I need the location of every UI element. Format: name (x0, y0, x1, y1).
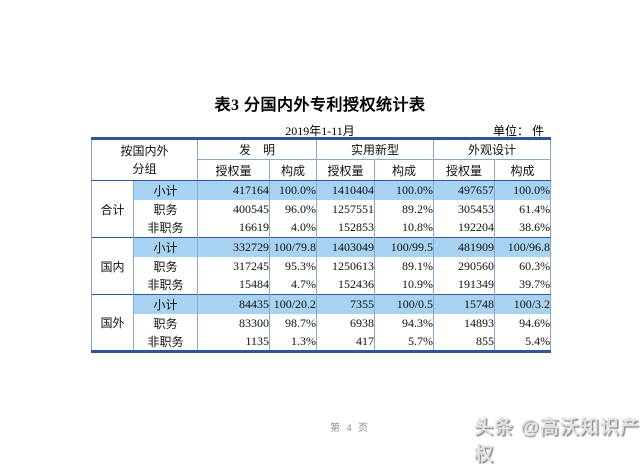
value-cell: 15748 (433, 294, 495, 314)
table-row-subtotal: 合计 小计 417164 100.0% 1410404 100.0% 497657 100.0… (91, 180, 551, 238)
value-cell: 191349 (433, 275, 495, 295)
subheader-invention-granted: 授权量 (197, 159, 270, 181)
value-cell: 1410404 (316, 180, 375, 200)
value-cell: 855 (433, 332, 495, 352)
table-row: 职务 317245 95.3% 1250613 89.1% 290560 60.3% (92, 256, 551, 276)
value-cell: 305453 (433, 199, 495, 219)
column-group-invention: 发 明 (197, 138, 317, 160)
table-row-subtotal: 国内 小计 332729 100/79.8 1403049 100/99.5 481909 1… (91, 237, 551, 295)
value-cell: 96.0% (269, 199, 317, 219)
value-cell: 10.9% (374, 275, 434, 295)
value-cell: 10.8% (374, 218, 434, 238)
value-cell: 89.2% (374, 199, 434, 219)
subheader-utility-share: 构成 (374, 159, 434, 181)
corner-header-line1: 按国内外 (120, 144, 169, 158)
value-cell: 100/96.8 (494, 237, 551, 257)
value-cell: 317245 (197, 256, 270, 276)
value-cell: 6938 (316, 313, 375, 333)
value-cell: 1257551 (316, 199, 375, 219)
subheader-design-share: 构成 (494, 159, 551, 181)
table-row: 非职务 1135 1.3% 417 5.7% 855 5.4% (92, 332, 551, 352)
value-cell: 94.6% (494, 313, 551, 333)
value-cell: 61.4% (494, 199, 551, 219)
value-cell: 100/3.2 (494, 294, 551, 314)
table-row: 非职务 16619 4.0% 152853 10.8% 192204 38.6% (92, 218, 551, 238)
value-cell: 100/20.2 (269, 294, 317, 314)
value-cell: 38.6% (494, 218, 551, 238)
value-cell: 481909 (433, 237, 495, 257)
page-number: 第 4 页 (330, 423, 370, 434)
value-cell: 100/99.5 (374, 237, 434, 257)
value-cell: 1250613 (316, 256, 375, 276)
value-cell: 15484 (197, 275, 270, 295)
corner-header-cell: 按国内外 分组 (90, 138, 198, 181)
value-cell: 100/0.5 (374, 294, 434, 314)
group-label-cell: 合计 (91, 180, 134, 238)
row-label-cell: 非职务 (132, 275, 198, 295)
row-label-cell: 职务 (132, 256, 198, 276)
value-cell: 84435 (197, 294, 270, 314)
group-label-cell: 国内 (91, 237, 134, 295)
value-cell: 152853 (316, 218, 375, 238)
table-row: 职务 400545 96.0% 1257551 89.2% 305453 61.4% (92, 199, 551, 219)
value-cell: 95.3% (269, 256, 317, 276)
period-label: 2019年1-11月 (285, 124, 355, 138)
value-cell: 152436 (316, 275, 375, 295)
table-header: 按国内外 分组 发 明 实用新型 外观设计 授权量 构成 授权量 构成 授权量 … (90, 138, 551, 181)
subheader-invention-share: 构成 (269, 159, 317, 181)
value-cell: 497657 (433, 180, 495, 200)
value-cell: 94.3% (374, 313, 434, 333)
value-cell: 332729 (197, 237, 270, 257)
value-cell: 400545 (197, 199, 270, 219)
value-cell: 98.7% (269, 313, 317, 333)
row-label-cell: 非职务 (132, 218, 198, 238)
unit-label: 单位： 件 (492, 124, 544, 138)
value-cell: 290560 (433, 256, 495, 276)
watermark-toutiao: 头条 @高沃知识产权 (474, 417, 640, 465)
row-label-cell: 职务 (132, 199, 198, 219)
value-cell: 100.0% (494, 180, 551, 200)
corner-header-line2: 分组 (132, 162, 157, 176)
table-row: 职务 83300 98.7% 6938 94.3% 14893 94.6% (92, 313, 551, 333)
row-label-cell: 职务 (132, 313, 198, 333)
column-group-utility-model: 实用新型 (316, 138, 434, 160)
patent-statistics-table: 按国内外 分组 发 明 实用新型 外观设计 授权量 构成 授权量 构成 授权量 … (90, 137, 552, 353)
value-cell: 1.3% (269, 332, 317, 352)
value-cell: 39.7% (494, 275, 551, 295)
value-cell: 100.0% (374, 180, 434, 200)
value-cell: 16619 (197, 218, 270, 238)
table-section: 合计 小计 417164 100.0% 1410404 100.0% 497657 100.0… (91, 180, 551, 238)
row-label-cell: 非职务 (132, 332, 198, 352)
subheader-design-granted: 授权量 (433, 159, 495, 181)
value-cell: 100/79.8 (269, 237, 317, 257)
value-cell: 100.0% (269, 180, 317, 200)
page-title: 表3 分国内外专利授权统计表 (214, 97, 426, 114)
value-cell: 1135 (197, 332, 270, 352)
value-cell: 60.3% (494, 256, 551, 276)
group-label-cell: 国外 (91, 294, 134, 352)
value-cell: 14893 (433, 313, 495, 333)
column-group-design: 外观设计 (433, 138, 551, 160)
row-label-cell: 小计 (132, 294, 198, 314)
value-cell: 4.0% (269, 218, 317, 238)
value-cell: 5.7% (374, 332, 434, 352)
table-section: 国外 小计 84435 100/20.2 7355 100/0.5 15748 100/3.2… (91, 294, 551, 352)
table-row-subtotal: 国外 小计 84435 100/20.2 7355 100/0.5 15748 100/3.2 (91, 294, 551, 352)
table-section: 国内 小计 332729 100/79.8 1403049 100/99.5 481909 1… (91, 237, 551, 295)
value-cell: 4.7% (269, 275, 317, 295)
subheader-utility-granted: 授权量 (316, 159, 375, 181)
value-cell: 417 (316, 332, 375, 352)
value-cell: 192204 (433, 218, 495, 238)
value-cell: 7355 (316, 294, 375, 314)
row-label-cell: 小计 (132, 180, 198, 200)
value-cell: 5.4% (494, 332, 551, 352)
row-label-cell: 小计 (132, 237, 198, 257)
value-cell: 1403049 (316, 237, 375, 257)
value-cell: 89.1% (374, 256, 434, 276)
value-cell: 83300 (197, 313, 270, 333)
value-cell: 417164 (197, 180, 270, 200)
table-row: 非职务 15484 4.7% 152436 10.9% 191349 39.7% (92, 275, 551, 295)
